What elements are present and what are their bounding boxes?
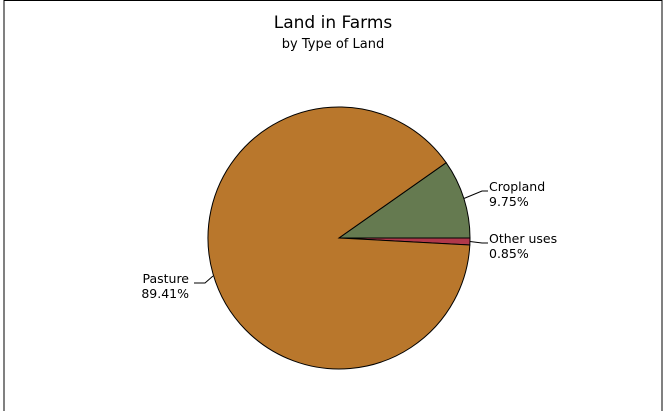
slice-label-pasture: Pasture (142, 271, 189, 286)
leader-line-pasture (194, 275, 214, 284)
pie-slice-pasture (207, 106, 471, 370)
slice-label-cropland: Cropland (489, 179, 545, 194)
slice-value-other-uses: 0.85% (489, 246, 529, 261)
pie-slices (207, 106, 471, 370)
chart-subtitle: by Type of Land (282, 37, 384, 52)
slice-value-cropland: 9.75% (489, 194, 529, 209)
chart-title: Land in Farms (274, 13, 393, 33)
slice-label-other-uses: Other uses (489, 231, 557, 246)
leader-line-other-uses (469, 241, 488, 244)
pie-slice-cropland (337, 161, 471, 239)
leader-line-cropland (463, 190, 488, 199)
slice-value-pasture: 89.41% (141, 286, 189, 301)
